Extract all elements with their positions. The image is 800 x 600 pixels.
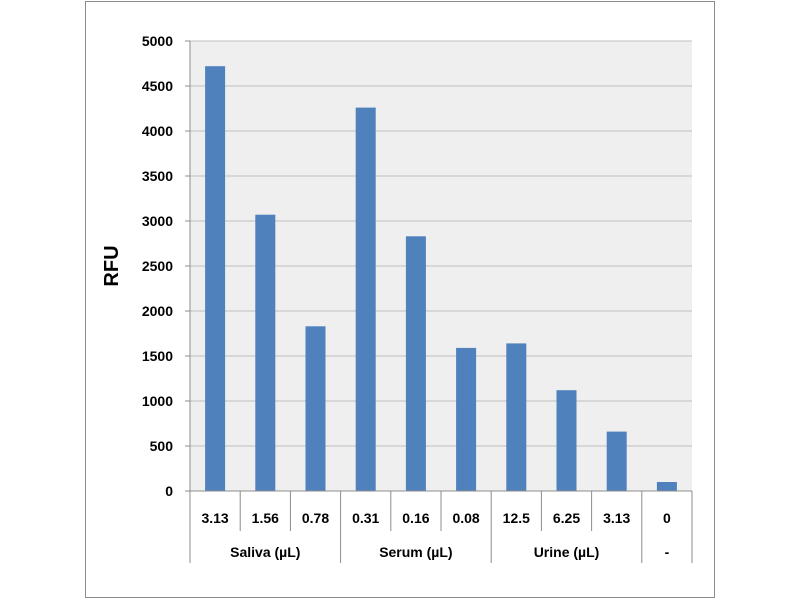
y-tick-label: 2500 (142, 258, 173, 274)
bar (506, 343, 527, 491)
y-tick-label: 4000 (142, 123, 173, 139)
y-tick-label: 5000 (142, 33, 173, 49)
x-tick-label: 6.25 (553, 510, 580, 526)
x-tick-label: 1.56 (252, 510, 279, 526)
x-group-label: Urine (µL) (534, 544, 600, 560)
x-tick-label: 0.08 (452, 510, 479, 526)
bar (255, 214, 276, 491)
x-tick-label: 0.78 (302, 510, 329, 526)
x-group-labels: Saliva (µL) Serum (µL) Urine (µL) - (189, 531, 693, 563)
x-tick-label: 3.13 (603, 510, 630, 526)
x-group-label: - (665, 544, 670, 560)
y-tick-label: 4500 (142, 78, 173, 94)
x-tick-labels: 3.13 1.56 0.78 0.31 0.16 0.08 12.5 6.25 3.13 0 (189, 491, 693, 531)
bar (656, 482, 677, 491)
x-group-label: Serum (µL) (379, 544, 452, 560)
bar (405, 236, 426, 491)
x-tick-label: 12.5 (503, 510, 530, 526)
bar (305, 326, 326, 491)
x-tick-label: 3.13 (201, 510, 228, 526)
bars (205, 66, 677, 491)
bar (556, 390, 577, 491)
x-tick-label: 0 (663, 510, 671, 526)
y-tick-label: 1500 (142, 348, 173, 364)
x-tick-label: 0.31 (352, 510, 379, 526)
bar (355, 107, 376, 491)
y-tick-labels: 0 500 1000 1500 2000 2500 3000 3500 4000 4500 5000 (142, 33, 190, 499)
y-tick-label: 1000 (142, 393, 173, 409)
y-tick-label: 0 (165, 483, 173, 499)
y-axis-label: RFU (101, 245, 123, 286)
bar (606, 431, 627, 491)
bar (205, 66, 226, 491)
x-group-label: Saliva (µL) (230, 544, 300, 560)
bar (456, 347, 477, 491)
y-tick-label: 500 (150, 438, 174, 454)
y-tick-label: 3500 (142, 168, 173, 184)
y-tick-label: 3000 (142, 213, 173, 229)
y-tick-label: 2000 (142, 303, 173, 319)
x-tick-label: 0.16 (402, 510, 429, 526)
